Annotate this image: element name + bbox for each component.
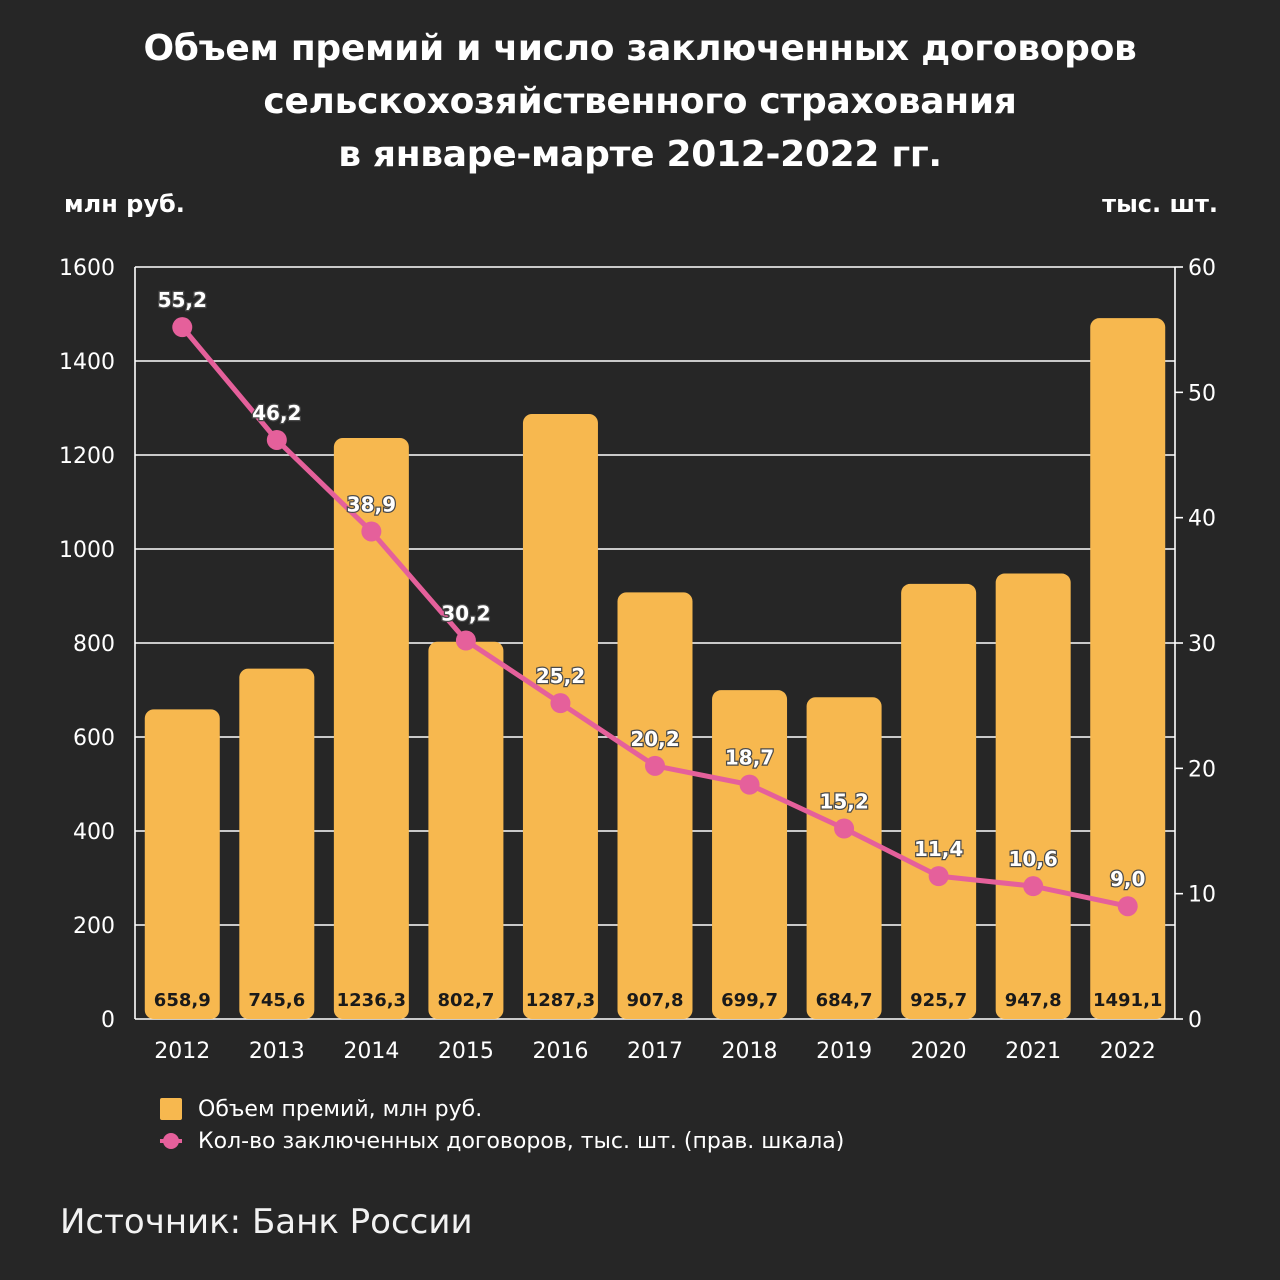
y-left-tick-label: 200 [73, 914, 115, 939]
contracts-point-2022 [1117, 896, 1138, 917]
contracts-value-label: 9,0 [1110, 867, 1145, 891]
x-tick-label: 2013 [249, 1039, 305, 1064]
bar-2014 [333, 437, 409, 1020]
y-right-tick-label: 10 [1188, 883, 1216, 908]
chart-plot: 658,9 745,6 1236,3 802,7 1287,3 907,8 699,7 684… [59, 256, 1216, 1064]
legend-line-label: Кол-во заключенных договоров, тыс. шт. (… [198, 1128, 845, 1154]
bar-value-label: 1491,1 [1093, 990, 1162, 1011]
contracts-value-label: 10,6 [1009, 847, 1058, 871]
contracts-point-2013 [266, 429, 287, 450]
contracts-value-label: 30,2 [441, 601, 490, 625]
y-left-tick-label: 1600 [59, 256, 115, 281]
bar-2021 [995, 573, 1071, 1019]
x-tick-label: 2022 [1100, 1039, 1156, 1064]
x-tick-label: 2012 [154, 1039, 210, 1064]
y-right-tick-label: 30 [1188, 632, 1216, 657]
left-axis-unit: млн руб. [64, 190, 185, 218]
bar-2013 [239, 668, 315, 1019]
contracts-value-label: 15,2 [819, 789, 868, 813]
y-left-tick-label: 400 [73, 820, 115, 845]
bar-value-label: 699,7 [721, 990, 778, 1011]
contracts-value-label: 20,2 [630, 727, 679, 751]
contracts-point-2021 [1023, 876, 1044, 897]
x-tick-label: 2021 [1005, 1039, 1061, 1064]
bar-value-label: 947,8 [1005, 990, 1062, 1011]
title-line-2: сельскохозяйственного страхования [263, 81, 1017, 122]
bar-value-label: 684,7 [816, 990, 873, 1011]
x-tick-label: 2018 [722, 1039, 778, 1064]
contracts-value-label: 25,2 [536, 664, 585, 688]
contracts-value-label: 46,2 [252, 401, 301, 425]
y-left-tick-label: 1000 [59, 538, 115, 563]
y-right-tick-label: 50 [1188, 381, 1216, 406]
contracts-value-label: 18,7 [725, 746, 774, 770]
bar-value-label: 925,7 [910, 990, 967, 1011]
contracts-point-2015 [455, 630, 476, 651]
contracts-point-2020 [928, 866, 949, 887]
contracts-value-label: 55,2 [158, 288, 207, 312]
legend: Объем премий, млн руб. Кол-во заключенны… [160, 1093, 844, 1157]
contracts-point-2016 [550, 693, 571, 714]
bar-2018 [712, 690, 788, 1019]
x-tick-label: 2019 [816, 1039, 872, 1064]
legend-bars-label: Объем премий, млн руб. [198, 1096, 483, 1122]
y-left-tick-label: 1200 [59, 444, 115, 469]
right-axis-unit: тыс. шт. [1102, 190, 1218, 218]
contracts-point-2019 [834, 818, 855, 839]
y-right-tick-label: 0 [1188, 1008, 1202, 1033]
y-right-tick-label: 20 [1188, 757, 1216, 782]
contracts-value-label: 38,9 [347, 492, 396, 516]
contracts-point-2017 [645, 755, 665, 776]
legend-item-line: Кол-во заключенных договоров, тыс. шт. (… [160, 1125, 844, 1157]
title-line-3: в январе-марте 2012-2022 гг. [338, 134, 942, 175]
title-line-1: Объем премий и число заключенных договор… [143, 28, 1137, 69]
contracts-point-2018 [739, 774, 760, 795]
bar-2022 [1090, 318, 1166, 1020]
x-tick-label: 2016 [532, 1039, 588, 1064]
y-left-tick-label: 600 [73, 726, 115, 751]
y-right-tick-label: 60 [1188, 256, 1216, 281]
legend-bar-swatch [160, 1098, 182, 1120]
bar-value-label: 907,8 [627, 990, 684, 1011]
y-left-tick-label: 800 [73, 632, 115, 657]
bar-2019 [806, 697, 882, 1019]
source-note: Источник: Банк России [60, 1202, 473, 1242]
chart-title: Объем премий и число заключенных договор… [0, 22, 1280, 181]
bar-2012 [144, 709, 220, 1019]
x-tick-label: 2017 [627, 1039, 683, 1064]
bar-2015 [428, 641, 504, 1019]
contracts-value-label: 11,4 [914, 837, 963, 861]
bar-value-label: 802,7 [437, 990, 494, 1011]
legend-line-swatch [160, 1130, 182, 1152]
x-tick-label: 2020 [911, 1039, 967, 1064]
bar-2016 [522, 413, 598, 1019]
y-left-tick-label: 0 [101, 1008, 115, 1033]
bar-value-label: 745,6 [248, 990, 305, 1011]
x-tick-label: 2014 [343, 1039, 399, 1064]
bar-value-label: 1287,3 [526, 990, 595, 1011]
bar-2020 [901, 583, 977, 1019]
y-left-tick-label: 1400 [59, 350, 115, 375]
bar-2017 [617, 592, 693, 1019]
y-right-tick-label: 40 [1188, 507, 1216, 532]
contracts-point-2012 [172, 317, 193, 338]
contracts-point-2014 [361, 521, 382, 542]
bar-value-label: 658,9 [154, 990, 211, 1011]
legend-item-bars: Объем премий, млн руб. [160, 1093, 844, 1125]
x-tick-label: 2015 [438, 1039, 494, 1064]
bar-value-label: 1236,3 [337, 990, 406, 1011]
